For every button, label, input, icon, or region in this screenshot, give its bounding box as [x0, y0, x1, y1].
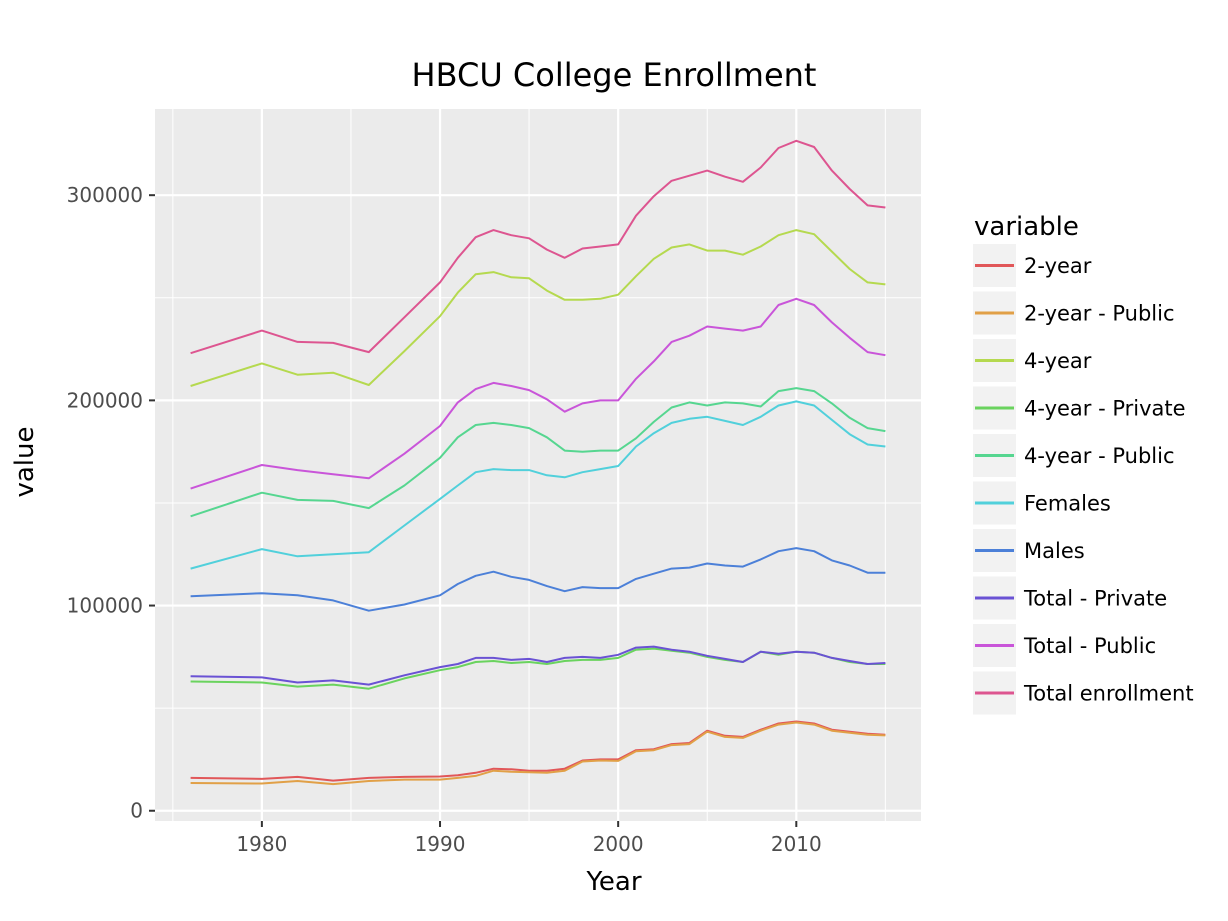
legend-items: 2-year 2-year - Public 4-year 4-year - Priv…	[973, 244, 1194, 715]
x-tick-label: 2000	[593, 832, 644, 856]
legend-title: variable	[974, 212, 1079, 242]
x-tick-label: 1980	[236, 832, 287, 856]
y-tick-label: 300000	[67, 183, 143, 207]
legend-label: Total - Private	[1023, 587, 1167, 611]
x-tick-label: 2010	[771, 832, 822, 856]
y-tick-label: 200000	[67, 388, 143, 412]
legend-label: Total enrollment	[1023, 682, 1194, 706]
legend-label: 2-year	[1024, 254, 1092, 278]
plot-panel	[155, 109, 921, 821]
legend-label: 4-year - Private	[1024, 397, 1186, 421]
x-axis-title: Year	[585, 867, 641, 897]
legend-label: Females	[1024, 492, 1111, 516]
series-line-2-year	[190, 720, 886, 782]
y-tick-label: 100000	[67, 594, 143, 618]
axis-ticks	[149, 194, 798, 827]
legend: variable 2-year 2-year - Public 4-year 4-ye…	[973, 212, 1194, 715]
legend-label: 4-year	[1024, 349, 1092, 373]
legend-label: 4-year - Public	[1024, 444, 1175, 468]
series-line-total-private	[190, 645, 886, 686]
x-tick-label: 1990	[415, 832, 466, 856]
series-line-males	[190, 547, 886, 612]
series-line-total-enrollment	[190, 139, 886, 355]
y-tick-label: 0	[130, 799, 143, 823]
legend-label: Total - Public	[1023, 634, 1156, 658]
y-tick-labels: 0 100000 200000 300000	[67, 183, 143, 823]
y-axis-title: value	[10, 426, 40, 497]
grid-minor	[155, 109, 921, 821]
series-lines	[190, 139, 886, 786]
x-tick-labels: 1980 1990 2000 2010	[236, 832, 821, 856]
series-line-females	[190, 400, 886, 570]
legend-label: Males	[1024, 539, 1085, 563]
series-line-4-year	[190, 229, 886, 387]
series-line-total-public	[190, 297, 886, 490]
legend-label: 2-year - Public	[1024, 302, 1175, 326]
chart-title: HBCU College Enrollment	[412, 56, 817, 94]
series-line-2-year-public	[190, 721, 886, 786]
series-line-4-year-public	[190, 387, 886, 518]
